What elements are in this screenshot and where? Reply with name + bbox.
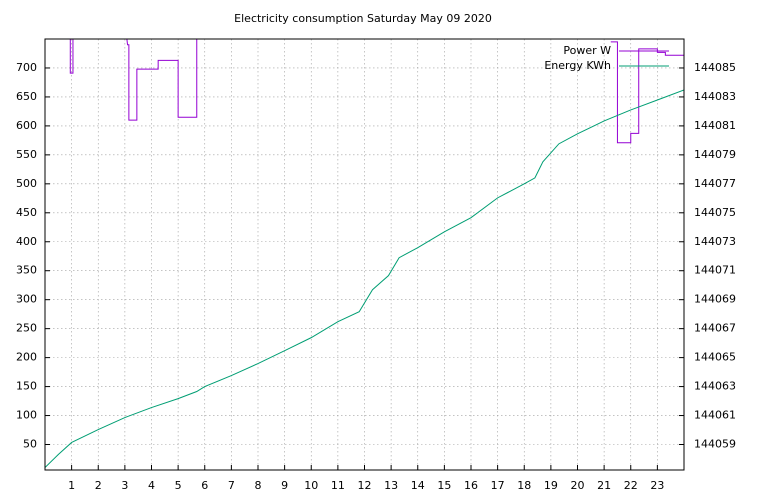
y-tick-label: 550: [16, 148, 37, 161]
x-tick-label: 14: [411, 479, 425, 492]
grid: [45, 39, 684, 470]
x-tick-label: 22: [624, 479, 638, 492]
y-tick-label: 100: [16, 409, 37, 422]
y-tick-label: 600: [16, 119, 37, 132]
legend-label: Energy KWh: [544, 59, 611, 72]
y-tick-label: 250: [16, 322, 37, 335]
x-tick-label: 10: [304, 479, 318, 492]
y2-tick-label: 144069: [694, 293, 736, 306]
y2-tick-label: 144081: [694, 119, 736, 132]
y-tick-label: 450: [16, 206, 37, 219]
y-tick-label: 150: [16, 380, 37, 393]
y-tick-label: 300: [16, 293, 37, 306]
x-tick-label: 15: [437, 479, 451, 492]
x-tick-label: 23: [650, 479, 664, 492]
legend-label: Power W: [563, 44, 611, 57]
x-tick-label: 12: [358, 479, 372, 492]
y-tick-label: 50: [23, 438, 37, 451]
x-tick-label: 11: [331, 479, 345, 492]
series-line: [45, 89, 684, 468]
y2-tick-label: 144075: [694, 206, 736, 219]
y2-tick-label: 144079: [694, 148, 736, 161]
x-tick-label: 19: [544, 479, 558, 492]
chart-title: Electricity consumption Saturday May 09 …: [234, 12, 492, 25]
x-tick-label: 4: [148, 479, 155, 492]
x-tick-label: 18: [517, 479, 531, 492]
plot-area: [45, 39, 684, 468]
y2-tick-label: 144085: [694, 61, 736, 74]
x-tick-label: 17: [491, 479, 505, 492]
x-tick-label: 2: [95, 479, 102, 492]
x-tick-label: 5: [175, 479, 182, 492]
y-tick-label: 350: [16, 264, 37, 277]
y-tick-label: 700: [16, 61, 37, 74]
x-tick-label: 16: [464, 479, 478, 492]
x-tick-label: 20: [571, 479, 585, 492]
x-tick-label: 21: [597, 479, 611, 492]
x-tick-label: 13: [384, 479, 398, 492]
y2-tick-label: 144059: [694, 438, 736, 451]
x-tick-label: 6: [201, 479, 208, 492]
x-tick-label: 3: [121, 479, 128, 492]
y-tick-label: 500: [16, 177, 37, 190]
y2-tick-label: 144065: [694, 351, 736, 364]
plot-border: [44, 38, 685, 471]
y2-tick-label: 144063: [694, 380, 736, 393]
y2-tick-label: 144067: [694, 322, 736, 335]
x-tick-label: 7: [228, 479, 235, 492]
y-tick-label: 200: [16, 351, 37, 364]
y2-tick-label: 144061: [694, 409, 736, 422]
y2-tick-label: 144077: [694, 177, 736, 190]
x-tick-label: 1: [68, 479, 75, 492]
x-tick-label: 9: [281, 479, 288, 492]
x-tick-label: 8: [255, 479, 262, 492]
y2-tick-label: 144071: [694, 264, 736, 277]
y-tick-label: 400: [16, 235, 37, 248]
y2-tick-label: 144073: [694, 235, 736, 248]
y2-tick-label: 144083: [694, 90, 736, 103]
series-line: [69, 39, 684, 144]
y-tick-label: 650: [16, 90, 37, 103]
